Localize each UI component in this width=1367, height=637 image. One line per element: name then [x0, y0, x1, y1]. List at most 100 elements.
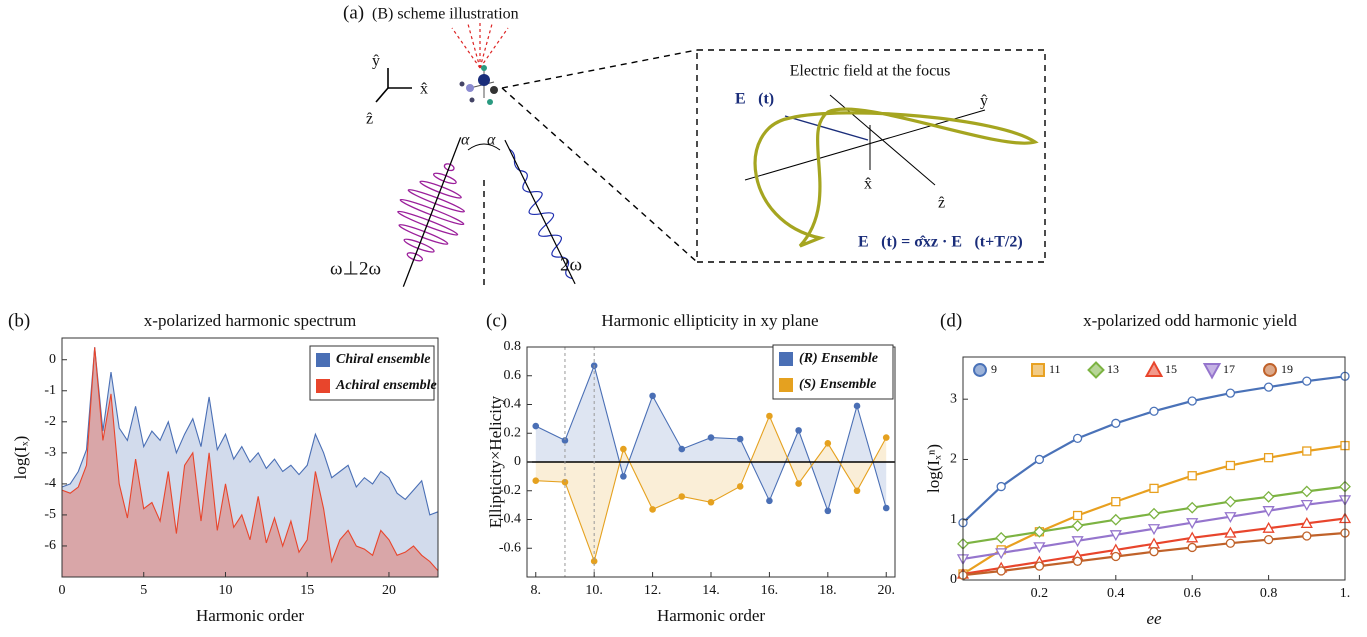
marker [1302, 446, 1312, 456]
marker [1262, 521, 1275, 533]
field-label: E⃗(t) [735, 91, 774, 108]
data-point [532, 422, 540, 430]
marker [1109, 530, 1122, 542]
chart-title: Harmonic ellipticity in xy plane [601, 311, 818, 330]
marker [995, 548, 1008, 560]
marker [1186, 501, 1199, 514]
area-fill [62, 347, 438, 577]
y-tick-label: -3 [44, 445, 56, 460]
axis-x: x̂ [420, 81, 428, 98]
marker [1147, 524, 1161, 536]
x-tick-label: 14. [702, 583, 720, 598]
marker [1262, 506, 1275, 518]
x-tick-label: 1. [1340, 586, 1351, 601]
legend-swatch [779, 378, 793, 392]
data-point [649, 392, 656, 400]
data-point [882, 504, 890, 512]
data-point [736, 483, 744, 490]
marker [1302, 531, 1312, 541]
legend-swatch [316, 353, 330, 367]
inset-axis: ŷ [980, 93, 988, 110]
y-tick-label: 0.6 [504, 368, 522, 383]
data-point [766, 497, 773, 505]
angle-label: α [461, 132, 470, 149]
y-tick-label: 2 [950, 452, 957, 467]
panel-label: (c) [486, 310, 507, 331]
marker [1031, 363, 1045, 377]
marker [1263, 453, 1274, 463]
x-tick-label: 10 [218, 583, 232, 598]
x-tick-label: 12. [644, 583, 662, 598]
legend-label: Chiral ensemble [336, 352, 431, 367]
inset-axis: x̂ [864, 176, 872, 193]
laser-lines [451, 22, 509, 69]
chart-title: x-polarized harmonic spectrum [144, 311, 356, 330]
chart-title: x-polarized odd harmonic yield [1083, 311, 1297, 330]
x-tick-label: 0.8 [1260, 586, 1278, 601]
area-fill [62, 347, 438, 577]
y-tick-label: -0.2 [499, 483, 521, 498]
data-point [824, 507, 832, 515]
marker [996, 481, 1006, 492]
x-tick-label: 0.4 [1107, 586, 1125, 601]
field-loop [753, 107, 1039, 248]
data-point [853, 487, 861, 495]
marker [973, 363, 987, 377]
marker [1149, 547, 1159, 557]
data-point [707, 498, 715, 506]
y-tick-label: -0.6 [499, 540, 521, 555]
angle-arc [467, 143, 501, 151]
angle-label: α [487, 132, 496, 149]
data-point [795, 427, 802, 434]
y-tick-label: -5 [44, 507, 56, 522]
data-point [620, 445, 627, 453]
legend-label: 15 [1165, 362, 1177, 376]
x-tick-label: 0.2 [1031, 586, 1049, 601]
marker [1071, 536, 1084, 548]
legend-label: 11 [1049, 362, 1061, 376]
marker [1263, 382, 1274, 392]
legend-label: Achiral ensemble [335, 378, 437, 393]
legend-swatch [779, 352, 793, 366]
legend-label: 9 [991, 362, 997, 376]
inset-title: Electric field at the focus [790, 63, 951, 80]
legend-label: (S) Ensemble [799, 377, 876, 392]
data-point [620, 473, 627, 480]
x-tick-label: 18. [819, 583, 837, 598]
data-point [561, 437, 569, 444]
x-tick-label: 16. [761, 583, 779, 598]
axis-z: ẑ [366, 111, 373, 128]
y-tick-label: 3 [950, 391, 957, 406]
marker [995, 531, 1008, 544]
marker [1187, 542, 1197, 553]
inset-axis: ẑ [938, 195, 945, 212]
y-tick-label: -6 [44, 538, 56, 553]
legend-label: 17 [1223, 362, 1235, 376]
legend-label: (R) Ensemble [799, 351, 878, 366]
data-point [853, 402, 861, 410]
marker [1034, 454, 1045, 465]
y-tick-label: -1 [44, 383, 56, 398]
series-line [962, 375, 1346, 524]
data-point [824, 440, 832, 447]
plot-frame [962, 356, 1346, 581]
beam-blue [504, 139, 576, 285]
data-point [561, 478, 569, 486]
marker [1149, 406, 1159, 416]
marker [1262, 490, 1275, 503]
chart-panel: (d) x-polarized odd harmonic yield ee log(I… [924, 310, 1352, 628]
marker [1144, 360, 1164, 377]
marker [1111, 418, 1121, 428]
y-tick-label: 0 [514, 454, 521, 469]
marker [1033, 542, 1046, 554]
marker [1202, 363, 1222, 380]
marker [1071, 519, 1084, 532]
panel-label: (b) [8, 310, 30, 331]
marker [1149, 483, 1159, 494]
y-tick-label: 1 [950, 512, 957, 527]
y-tick-label: -0.4 [499, 512, 521, 527]
marker [1224, 526, 1237, 538]
marker [1148, 507, 1160, 520]
y-tick-label: 0 [49, 352, 56, 367]
